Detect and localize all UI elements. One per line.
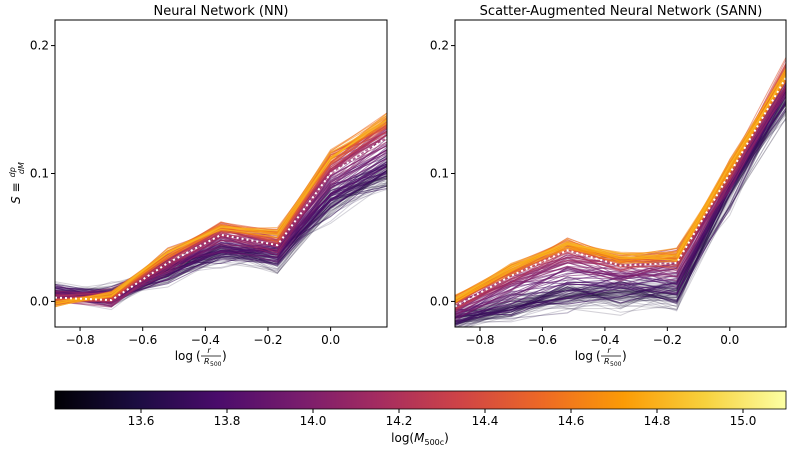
panel-nn-title: Neural Network (NN) (153, 4, 288, 19)
mass-curve (55, 148, 387, 293)
x-tick-label: −0.8 (465, 333, 494, 347)
svg-text:500: 500 (210, 361, 222, 368)
sann-xlabel: log ( r R 500 ) (575, 346, 627, 368)
mass-curve (455, 73, 786, 301)
nn-ylabel: S ≡ dp dM (0, 162, 26, 204)
median-line (55, 136, 387, 302)
nn-ticks: −0.8 −0.6 −0.4 −0.2 0.0 0.0 0.1 0.2 (30, 39, 340, 347)
svg-text:): ) (222, 349, 227, 363)
colorbar-tick-label: 13.8 (214, 414, 241, 428)
svg-text:): ) (622, 349, 627, 363)
x-tick-label: 0.0 (321, 333, 340, 347)
sann-ticks: −0.8 −0.6 −0.4 −0.2 0.0 0.0 0.1 0.2 (430, 39, 739, 347)
mass-curve (455, 75, 786, 303)
mass-curve (455, 98, 786, 325)
colorbar-tick-label: 14.4 (472, 414, 499, 428)
x-tick-label: −0.8 (65, 333, 94, 347)
y-tick-label: 0.0 (30, 294, 49, 308)
x-tick-label: −0.2 (653, 333, 682, 347)
nn-curves (55, 112, 387, 311)
mass-curve (55, 119, 387, 307)
colorbar: 13.6 13.8 14.0 14.2 14.4 14.6 14.8 15.0 log(M50… (54, 390, 787, 447)
y-tick-label: 0.1 (430, 167, 449, 181)
y-tick-label: 0.2 (430, 39, 449, 53)
panel-sann: Scatter-Augmented Neural Network (SANN) … (430, 4, 787, 368)
nn-xlabel: log ( r R 500 ) (175, 346, 227, 368)
mass-curve (55, 119, 387, 305)
panel-sann-title: Scatter-Augmented Neural Network (SANN) (480, 4, 763, 19)
colorbar-tick-label: 14.2 (386, 414, 413, 428)
x-tick-label: −0.6 (128, 333, 157, 347)
y-tick-label: 0.2 (30, 39, 49, 53)
colorbar-tick-label: 13.6 (128, 414, 155, 428)
mass-curve (455, 96, 786, 315)
colorbar-label: log(M500c) (391, 431, 449, 447)
y-tick-label: 0.0 (430, 294, 449, 308)
x-tick-label: −0.4 (191, 333, 220, 347)
colorbar-tick-label: 14.6 (558, 414, 585, 428)
svg-text:(: ( (196, 349, 201, 363)
panel-nn: Neural Network (NN) −0.8 −0.6 −0.4 −0.2 0.0 0… (0, 4, 388, 368)
y-tick-label: 0.1 (30, 167, 49, 181)
colorbar-tick-label: 15.0 (730, 414, 757, 428)
svg-text:r: r (607, 346, 611, 355)
x-tick-label: −0.4 (590, 333, 619, 347)
median-line (455, 77, 786, 308)
sann-curves (455, 57, 786, 327)
svg-text:r: r (207, 346, 211, 355)
svg-text:(: ( (596, 349, 601, 363)
svg-text:R: R (204, 357, 210, 366)
svg-text:log: log (175, 349, 193, 363)
colorbar-tick-label: 14.8 (644, 414, 671, 428)
svg-text:log: log (575, 349, 593, 363)
x-tick-label: 0.0 (720, 333, 739, 347)
svg-text:R: R (604, 357, 610, 366)
mass-curve (55, 114, 387, 305)
mass-curve (55, 116, 387, 304)
colorbar-gradient (54, 390, 787, 410)
colorbar-tick-label: 14.0 (300, 414, 327, 428)
colorbar-ticks: 13.6 13.8 14.0 14.2 14.4 14.6 14.8 15.0 (128, 409, 757, 428)
svg-text:500: 500 (610, 361, 622, 368)
mass-curve (55, 169, 387, 297)
mass-curve (55, 120, 387, 303)
x-tick-label: −0.6 (528, 333, 557, 347)
mass-curve (455, 67, 786, 298)
mass-curve (55, 122, 387, 305)
mass-curve (455, 83, 786, 318)
x-tick-label: −0.2 (253, 333, 282, 347)
